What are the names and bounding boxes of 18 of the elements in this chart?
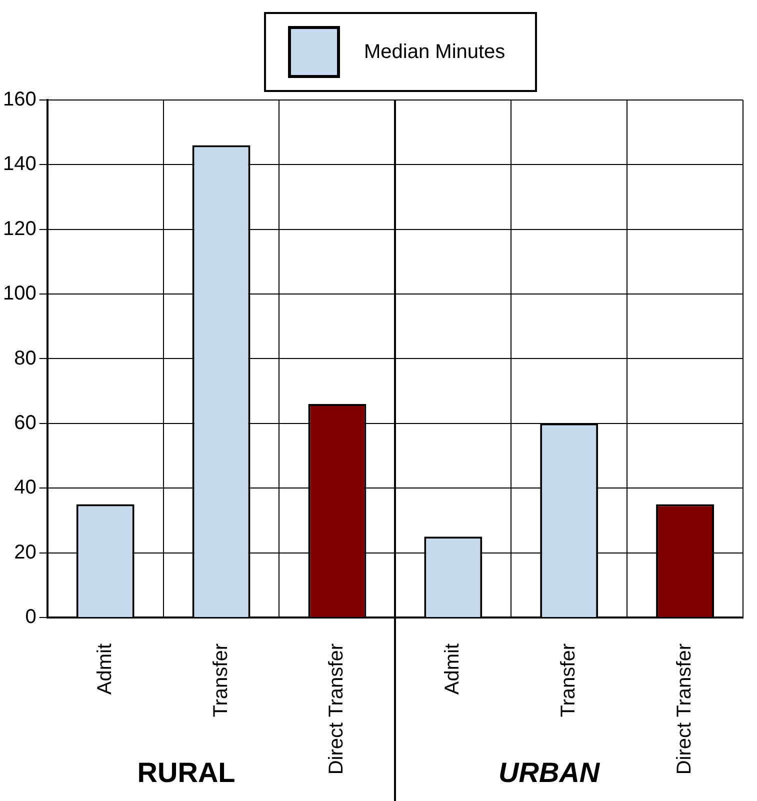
y-tick-label: 140 [2, 153, 36, 176]
y-tick-label: 100 [2, 282, 36, 305]
y-tick-label: 0 [25, 606, 36, 628]
x-tick-label: Transfer [210, 643, 232, 718]
y-tick-label: 160 [2, 88, 36, 111]
x-tick-label: Admit [94, 643, 116, 695]
text: RURAL [137, 757, 236, 788]
y-tick-label: 40 [14, 476, 36, 499]
y-tick-label: 20 [14, 541, 36, 564]
y-tick-label: 60 [14, 412, 36, 434]
y-tick-label: 120 [2, 218, 36, 240]
x-tick-label: Direct Transfer [674, 643, 696, 775]
x-tick-label: Transfer [558, 643, 580, 718]
x-tick-label: Admit [442, 643, 464, 695]
text: URBAN [498, 757, 600, 788]
x-tick-label: Direct Transfer [326, 643, 348, 775]
text: Median Minutes [364, 40, 506, 64]
y-tick-label: 80 [14, 347, 36, 370]
